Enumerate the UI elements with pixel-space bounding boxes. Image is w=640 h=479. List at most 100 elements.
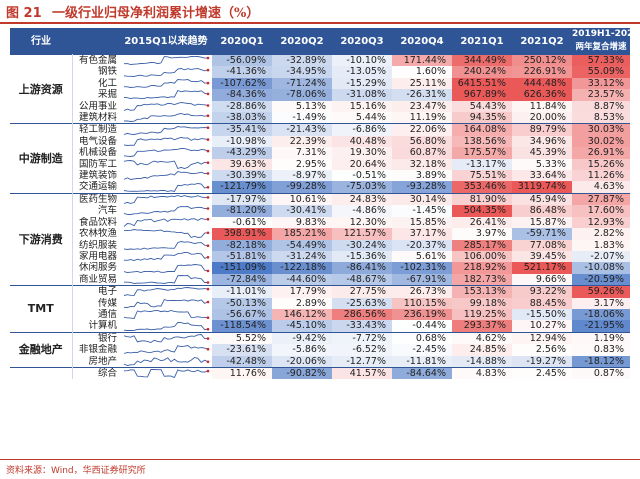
value-cell: -20.37% [392,239,452,251]
trend-last-point [206,348,210,351]
value-cell: -25.63% [332,297,392,309]
table-row: 建筑材料 -38.03% -1.49% 5.44% 11.19% 94.35% 20.00%… [10,112,630,124]
value-cell: 45.39% [512,147,572,159]
value-cell: -13.17% [452,158,512,171]
value-cell: 26.73% [392,285,452,298]
table-row: 国防军工 39.63% 2.95% 20.64% 32.18% -13.17% 5.33% 1… [10,158,630,171]
table-row: 下游消费 医药生物 -17.97% 10.61% 24.83% 30.14% 81.90% 4… [10,192,630,286]
value-cell: 138.56% [452,135,512,148]
table-row: 传媒 -50.13% 2.89% -25.63% 110.15% 99.18% 88.45%… [10,297,630,309]
value-cell: 0.83% [572,344,630,356]
value-cell: -0.61% [212,216,272,229]
value-cell: -8.97% [272,170,332,182]
industry-name: 计算机 [88,320,117,332]
figure-label: 图 21 [6,6,42,21]
value-cell: 9.66% [512,273,572,286]
group-label [10,366,73,380]
industry-name: 采掘 [97,89,117,101]
trend-line [124,274,208,284]
industry-name: 食品饮料 [78,216,117,228]
industry-name: 公用事业 [78,100,117,112]
value-cell: 33.64% [512,170,572,182]
value-cell: 3.89% [392,170,452,182]
industry-name: 化工 [97,77,117,89]
trend-sparkline [123,333,210,343]
value-cell: -34.95% [272,66,332,78]
industry-name: 电子 [72,285,120,298]
trend-cell [120,309,212,320]
trend-last-point [206,316,210,320]
value-cell: 23.47% [392,100,452,113]
table-row: 中游制造 轻工制造 -35.41% -21.43% -6.86% 22.06% 164.08… [10,123,630,194]
trend-line [123,113,209,123]
value-cell: 119.25% [452,308,512,321]
value-cell: 32.18% [392,158,452,171]
value-cell: 5.33% [512,158,572,171]
trend-line [123,56,209,66]
value-cell: 11.19% [392,112,452,124]
trend-last-point [206,81,210,85]
value-cell: 285.17% [452,239,512,251]
value-cell: 146.12% [272,308,332,321]
header-industry: 行业 [10,28,72,55]
trend-last-point [206,185,210,189]
trend-line [123,182,209,192]
value-cell: 5.61% [392,250,452,263]
group-label: 上游资源 [10,53,73,124]
trend-last-point [206,231,210,235]
trend-sparkline [123,182,210,192]
trend-cell [120,274,212,286]
value-cell: -30.39% [212,170,272,182]
value-cell: -107.62% [212,77,272,90]
trend-last-point [206,369,210,373]
value-cell: -17.97% [212,192,272,206]
trend-cell [120,344,212,355]
table-row: 农林牧渔 398.91% 185.21% 121.57% 37.17% 3.97% -59.… [10,228,630,240]
trend-sparkline [123,101,210,111]
industry-name: 医药生物 [72,192,120,206]
trend-last-point [206,269,210,272]
trend-sparkline [123,67,210,77]
value-cell: -0.44% [392,320,452,333]
industry-name: 国防军工 [78,158,117,170]
value-cell: 9.83% [272,216,332,229]
industry-name: 轻工制造 [72,123,120,136]
table-row: 家用电器 -51.81% -31.24% -15.36% 5.61% 106.00% 39.… [10,250,630,263]
trend-sparkline [123,252,210,262]
industry-name: 商业贸易 [78,273,117,285]
value-cell: -11.81% [392,355,452,368]
value-cell: 164.08% [452,123,512,136]
title-rule [0,22,640,24]
value-cell: 89.79% [512,123,572,136]
trend-line [123,310,209,320]
value-cell: -38.03% [212,112,272,124]
value-cell: 10.27% [512,320,572,333]
source-note: 资料来源：Wind，华西证券研究所 [6,466,146,476]
value-cell: -20.59% [572,273,630,286]
table-row: 上游资源 有色金属 -56.09% -32.89% -10.10% 171.44% 344.… [10,53,630,124]
value-cell: 626.36% [512,89,572,101]
trend-sparkline [123,195,210,205]
trend-cell [120,101,212,112]
value-cell: 30.03% [572,123,630,136]
trend-line [123,195,209,205]
value-cell: -11.01% [212,285,272,298]
value-cell: 121.57% [332,228,392,240]
value-cell: 34.96% [512,135,572,148]
trend-cell [120,66,212,77]
value-cell: -56.67% [212,308,272,321]
value-cell: 39.63% [212,158,272,171]
value-cell: 344.49% [452,54,512,67]
value-cell: 7.31% [272,147,332,159]
trend-last-point [206,150,210,153]
value-cell: -15.50% [512,308,572,321]
trend-sparkline [123,148,210,158]
value-cell: 17.60% [572,205,630,217]
header-2021q2: 2021Q2 [512,28,572,55]
trend-cell [120,251,212,262]
figure-title: 一级行业归母净利润累计增速（%） [52,6,260,21]
value-cell: 20.00% [512,112,572,124]
trend-sparkline [123,321,210,331]
trend-sparkline [123,171,210,181]
